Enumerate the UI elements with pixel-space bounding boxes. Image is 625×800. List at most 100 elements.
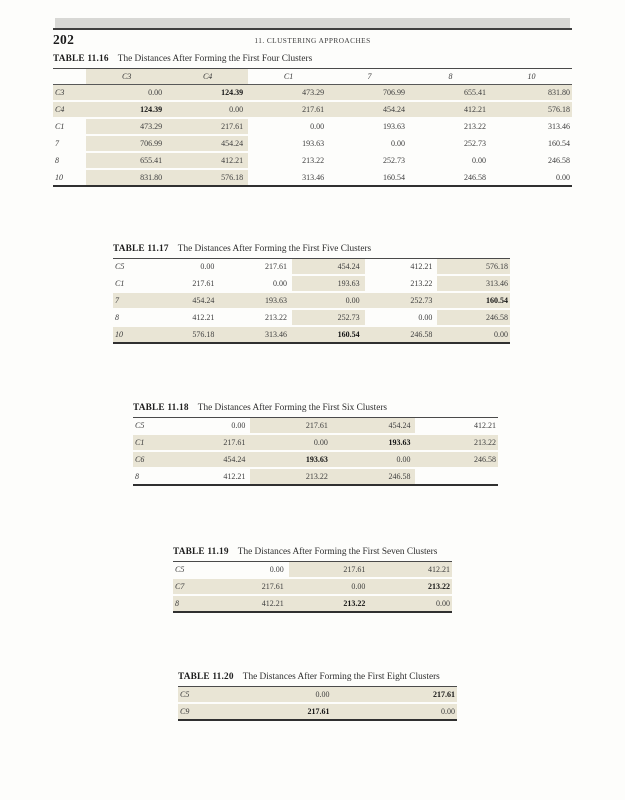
distance-cell: 246.58 bbox=[490, 152, 572, 170]
distance-cell: 0.00 bbox=[86, 84, 168, 102]
table-11-19-section: TABLE 11.19 The Distances After Forming t… bbox=[173, 547, 452, 613]
row-label-cell: C4 bbox=[53, 101, 87, 119]
distance-cell: 412.21 bbox=[223, 472, 246, 481]
distance-cell: 706.99 bbox=[86, 135, 168, 153]
table-row: C7 217.61 0.00 213.22 bbox=[173, 578, 452, 596]
column-header-cell: 10 bbox=[490, 69, 572, 85]
table-row: 8 655.41 412.21 213.22 252.73 0.00 246.58 bbox=[53, 152, 572, 170]
distance-cell: 193.63 bbox=[248, 135, 330, 153]
distance-cell: 454.24 bbox=[167, 451, 251, 469]
distance-cell: 473.29 bbox=[86, 118, 168, 136]
distance-cell: 0.00 bbox=[437, 326, 510, 342]
distance-cell: 0.00 bbox=[248, 118, 330, 136]
column-header-cell: C1 bbox=[248, 69, 330, 85]
distance-cell: 706.99 bbox=[329, 84, 411, 102]
distance-cell: 454.24 bbox=[167, 135, 249, 153]
distance-cell: 412.21 bbox=[415, 418, 498, 435]
table-11-16-section: TABLE 11.16 The Distances After Forming t… bbox=[53, 54, 572, 187]
row-label-cell: C5 bbox=[113, 259, 147, 276]
distance-cell: 0.00 bbox=[250, 434, 333, 452]
distance-cell: 217.61 bbox=[248, 101, 330, 119]
table-row: 8 412.21 213.22 246.58 bbox=[133, 468, 498, 484]
table-11-18-section: TABLE 11.18 The Distances After Forming t… bbox=[133, 403, 498, 486]
distance-cell: 576.18 bbox=[490, 101, 572, 119]
table-caption-label: TABLE 11.20 bbox=[178, 672, 234, 682]
distance-cell: 217.61 bbox=[219, 259, 293, 276]
header-row: C3 C4 C1 7 8 10 bbox=[53, 69, 572, 85]
row-label-cell: 10 bbox=[113, 326, 147, 342]
distance-cell: 412.21 bbox=[167, 152, 249, 170]
distance-cell: 473.29 bbox=[248, 84, 330, 102]
distance-cell: 412.21 bbox=[370, 562, 452, 579]
row-label-cell: C5 bbox=[173, 562, 208, 579]
distance-cell: 454.24 bbox=[329, 101, 411, 119]
row-label-cell: C5 bbox=[133, 418, 168, 435]
row-label-cell: 8 bbox=[53, 152, 87, 170]
table-row: C9 217.61 0.00 bbox=[178, 703, 457, 719]
table-caption-title: The Distances After Forming the First Se… bbox=[237, 547, 438, 557]
distance-cell: 217.61 bbox=[250, 418, 333, 435]
table-caption: TABLE 11.20 The Distances After Forming t… bbox=[178, 672, 457, 682]
distance-cell: 412.21 bbox=[207, 595, 289, 611]
distance-cell bbox=[415, 468, 498, 484]
distance-cell: 160.54 bbox=[437, 292, 510, 310]
table-row: 7 706.99 454.24 193.63 0.00 252.73 160.54 bbox=[53, 135, 572, 153]
distance-cell: 246.58 bbox=[332, 468, 416, 484]
distance-cell: 412.21 bbox=[410, 101, 491, 119]
distance-cell: 576.18 bbox=[167, 169, 249, 185]
distance-cell: 576.18 bbox=[437, 259, 510, 276]
distance-cell: 412.21 bbox=[364, 259, 438, 276]
distance-cell: 0.00 bbox=[219, 275, 293, 293]
table-row: 7 454.24 193.63 0.00 252.73 160.54 bbox=[113, 292, 510, 310]
running-head-rule bbox=[53, 28, 572, 30]
table-caption: TABLE 11.19 The Distances After Forming t… bbox=[173, 547, 452, 557]
distance-cell: 454.24 bbox=[146, 292, 220, 310]
table-row: C5 0.00 217.61 bbox=[178, 687, 457, 704]
table-frame: C5 0.00 217.61 454.24 412.21 576.18 C1 217.61 0.… bbox=[113, 258, 510, 344]
row-label-cell: 8 bbox=[135, 472, 139, 481]
distance-cell: 412.21 bbox=[146, 309, 220, 327]
distance-cell: 213.22 bbox=[248, 152, 330, 170]
table-row: C1 473.29 217.61 0.00 193.63 213.22 313.46 bbox=[53, 118, 572, 136]
distance-cell: 213.22 bbox=[410, 118, 491, 136]
distance-cell: 217.61 bbox=[288, 562, 371, 579]
distance-cell: 0.00 bbox=[329, 135, 411, 153]
distance-cell: 124.39 bbox=[86, 101, 168, 119]
distance-cell: 0.00 bbox=[370, 595, 452, 611]
distance-cell: 313.46 bbox=[302, 173, 325, 182]
distance-cell: 246.58 bbox=[463, 173, 486, 182]
distance-cell: 454.24 bbox=[332, 418, 416, 435]
page-edge-strip bbox=[55, 18, 570, 28]
distance-cell: 252.73 bbox=[292, 309, 365, 327]
distance-matrix-table: C3 C4 C1 7 8 10 C3 0.00 124.39 473.29 706.99 655.41… bbox=[53, 69, 572, 185]
row-label-cell: 8 bbox=[173, 595, 208, 611]
running-title: 11. CLUSTERING APPROACHES bbox=[254, 36, 371, 45]
distance-cell: 313.46 bbox=[437, 275, 510, 293]
distance-cell: 213.22 bbox=[370, 578, 452, 596]
column-header-cell: C3 bbox=[86, 69, 168, 85]
distance-cell: 0.00 bbox=[212, 687, 335, 704]
table-row: C3 0.00 124.39 473.29 706.99 655.41 831.80 bbox=[53, 84, 572, 102]
table-row: C4 124.39 0.00 217.61 454.24 412.21 576.18 bbox=[53, 101, 572, 119]
row-label-cell: C1 bbox=[113, 275, 147, 293]
distance-cell: 213.22 bbox=[415, 434, 498, 452]
distance-cell: 252.73 bbox=[364, 292, 438, 310]
row-label-cell: 7 bbox=[53, 135, 87, 153]
distance-matrix-table: C5 0.00 217.61 454.24 412.21 576.18 C1 217.61 0.… bbox=[113, 259, 510, 342]
distance-cell: 213.22 bbox=[219, 309, 293, 327]
table-row: 8 412.21 213.22 0.00 bbox=[173, 595, 452, 611]
table-caption-title: The Distances After Forming the First Fi… bbox=[177, 244, 372, 254]
distance-cell: 193.63 bbox=[332, 434, 416, 452]
row-label-cell: 8 bbox=[113, 309, 147, 327]
row-label-cell: C1 bbox=[53, 118, 87, 136]
table-caption: TABLE 11.16 The Distances After Forming t… bbox=[53, 54, 572, 64]
running-head: 202 11. CLUSTERING APPROACHES bbox=[53, 32, 572, 48]
distance-cell: 246.58 bbox=[364, 326, 438, 342]
distance-cell: 0.00 bbox=[334, 703, 457, 719]
distance-cell: 0.00 bbox=[207, 562, 289, 579]
table-frame: C3 C4 C1 7 8 10 C3 0.00 124.39 473.29 706.99 655.41… bbox=[53, 68, 572, 187]
distance-cell: 0.00 bbox=[167, 101, 249, 119]
distance-cell: 0.00 bbox=[556, 173, 570, 182]
distance-matrix-table: C5 0.00 217.61 454.24 412.21 C1 217.61 0.00 193.… bbox=[133, 418, 498, 484]
distance-cell: 193.63 bbox=[219, 292, 293, 310]
